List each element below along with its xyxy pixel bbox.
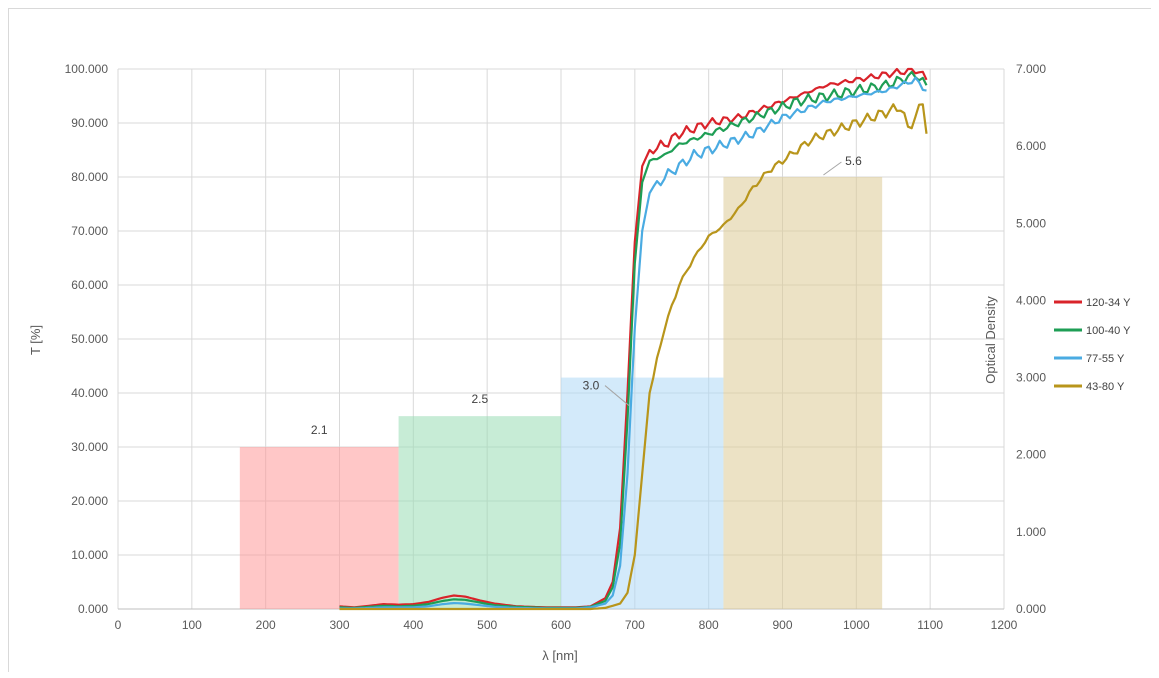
bar-labels: 2.1 2.5 3.0 5.6 xyxy=(311,154,862,437)
od-bar xyxy=(398,416,561,609)
y2-tick-label: 6.000 xyxy=(1016,139,1046,153)
x-tick-label: 900 xyxy=(772,618,792,632)
y-tick-label: 100.000 xyxy=(65,62,109,76)
bar-label: 5.6 xyxy=(845,154,862,168)
x-tick-label: 1100 xyxy=(917,618,943,632)
y-tick-label: 0.000 xyxy=(78,602,108,616)
y-tick-label: 80.000 xyxy=(71,170,108,184)
bar-label: 3.0 xyxy=(583,379,600,393)
x-tick-labels: 0 100 200 300 400 500 600 700 800 900 1000 1100 1200 xyxy=(115,618,1018,632)
x-tick-label: 1200 xyxy=(991,618,1018,632)
y-tick-label: 60.000 xyxy=(71,278,108,292)
legend-label: 43-80 Y xyxy=(1086,381,1125,393)
od-bar xyxy=(561,377,724,609)
y-tick-label: 20.000 xyxy=(71,494,108,508)
series-lines xyxy=(339,67,928,611)
legend-label: 100-40 Y xyxy=(1086,325,1131,337)
x-tick-label: 1000 xyxy=(843,618,870,632)
series-line xyxy=(339,103,928,611)
y2-tick-label: 7.000 xyxy=(1016,62,1046,76)
x-tick-label: 600 xyxy=(551,618,571,632)
y-tick-label: 70.000 xyxy=(71,224,108,238)
y2-tick-label: 4.000 xyxy=(1016,293,1046,307)
x-tick-label: 500 xyxy=(477,618,497,632)
legend-label: 77-55 Y xyxy=(1086,353,1125,365)
y2-tick-label: 3.000 xyxy=(1016,371,1046,385)
y-tick-label: 30.000 xyxy=(71,440,108,454)
y-axis-title: T [%] xyxy=(28,325,43,355)
x-tick-label: 100 xyxy=(182,618,202,632)
y2-axis-title: Optical Density xyxy=(983,296,998,384)
y-tick-label: 10.000 xyxy=(71,548,108,562)
bar-label-leader xyxy=(604,385,630,406)
legend: 120-34 Y 100-40 Y 77-55 Y 43-80 Y xyxy=(1054,297,1131,393)
y2-tick-label: 5.000 xyxy=(1016,216,1046,230)
y-tick-label: 50.000 xyxy=(71,332,108,346)
y-tick-label: 90.000 xyxy=(71,116,108,130)
series-line xyxy=(339,76,927,610)
bar-label: 2.1 xyxy=(311,423,328,437)
y2-tick-labels: 0.000 1.000 2.000 3.000 4.000 5.000 6.000 7.000 xyxy=(1016,62,1046,616)
x-tick-label: 200 xyxy=(256,618,276,632)
chart-frame xyxy=(8,8,1151,672)
od-bars xyxy=(239,177,883,609)
y2-tick-label: 2.000 xyxy=(1016,448,1046,462)
od-bar xyxy=(723,177,883,609)
y-tick-labels: 0.000 10.000 20.000 30.000 40.000 50.000 60.00… xyxy=(65,62,109,616)
y2-tick-label: 1.000 xyxy=(1016,525,1046,539)
bar-label-leader xyxy=(823,161,842,176)
bar-label: 2.5 xyxy=(471,392,488,406)
y-tick-label: 40.000 xyxy=(71,386,108,400)
x-tick-label: 700 xyxy=(625,618,645,632)
od-bar xyxy=(239,447,399,609)
legend-label: 120-34 Y xyxy=(1086,297,1131,309)
x-tick-label: 400 xyxy=(403,618,423,632)
y2-tick-label: 0.000 xyxy=(1016,602,1046,616)
x-tick-label: 0 xyxy=(115,618,122,632)
x-tick-label: 300 xyxy=(329,618,349,632)
series-line xyxy=(339,70,928,609)
x-tick-label: 800 xyxy=(699,618,719,632)
x-axis-title: λ [nm] xyxy=(542,648,577,663)
